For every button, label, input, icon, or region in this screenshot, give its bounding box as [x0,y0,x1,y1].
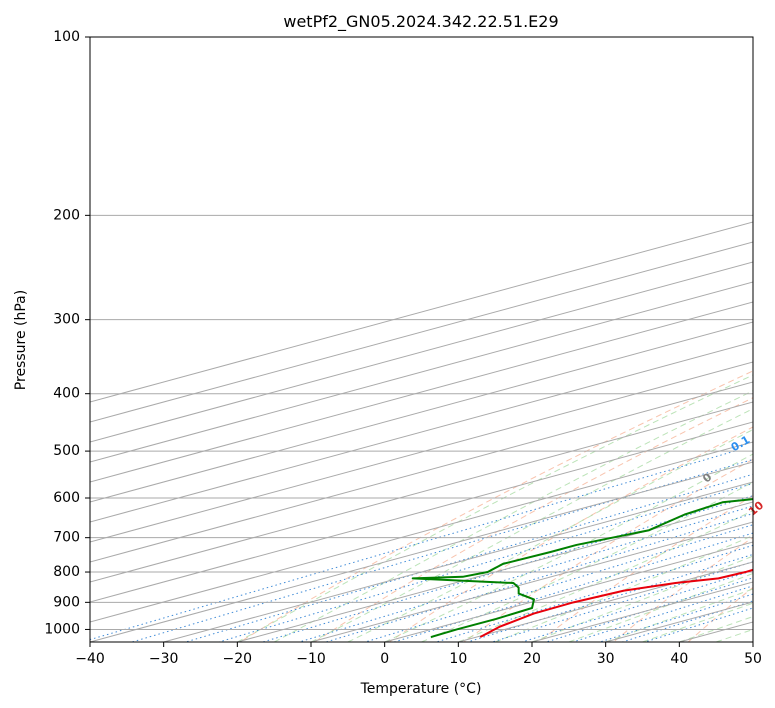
chart-title: wetPf2_GN05.2024.342.22.51.E29 [283,12,558,32]
x-tick-label: 20 [523,651,541,667]
isotherm [90,281,753,463]
mixing-ratio-line [394,532,753,642]
x-tick-label: 50 [744,651,762,667]
moist-adiabat [384,453,753,642]
x-tick-label: −20 [223,651,253,667]
isotherm [90,301,753,483]
axes: −40 −30 −20 −10 0 10 20 30 40 50 100 200 300 400 500 60… [44,29,762,667]
isotherm [90,221,753,403]
isotherm [310,521,753,642]
isotherm [90,381,753,563]
y-tick-label: 500 [53,443,80,459]
x-tick-label: 0 [380,651,389,667]
isotherm [90,261,753,443]
temperature-line [479,568,753,638]
x-tick-label: 30 [597,651,615,667]
isotherm [90,361,753,543]
dry-adiabat [314,397,753,642]
plot-frame [89,36,754,643]
moist-adiabat [273,390,753,642]
y-tick-label: 600 [53,490,80,506]
isotherm [90,461,753,642]
x-tick-label: −40 [75,651,105,667]
mixing-ratio-line [185,473,753,642]
x-tick-label: −10 [296,651,326,667]
x-tick-label: −30 [149,651,179,667]
isotherm [90,441,753,623]
moist-adiabat [237,374,753,642]
x-tick-label: 40 [670,651,688,667]
isotherm [90,241,753,423]
y-tick-label: 300 [53,312,80,328]
mixing-ratio-line [90,450,735,641]
moist-adiabat [494,534,753,642]
y-axis-label: Pressure (hPa) [13,290,29,390]
profile-lines [411,498,753,639]
mixing-ratio-line [299,505,753,642]
moist-adiabat [421,481,753,642]
y-tick-label: 1000 [44,621,80,637]
moist-adiabat [605,588,753,642]
isotherm [163,481,753,642]
background-lines [90,37,753,642]
y-tick-label: 200 [53,207,80,223]
mixing-ratio-line [131,458,753,642]
y-tick-label: 900 [53,594,80,610]
dry-adiabat [463,458,753,642]
moist-adiabat [347,428,753,642]
dewpoint-line [411,498,753,639]
mixing-ratio-line [644,607,753,642]
isotherm [237,501,753,642]
y-tick-label: 800 [53,564,80,580]
mixing-ratio-line [599,593,753,642]
isotherm [90,421,753,603]
moist-adiabat [568,572,753,642]
isotherm [90,401,753,583]
y-tick-label: 400 [53,386,80,402]
y-tick-label: 100 [53,29,80,45]
x-axis-label: Temperature (°C) [360,681,482,697]
mixing-ratio-line [521,570,753,642]
isotherm [90,321,753,503]
y-tick-label: 700 [53,530,80,546]
x-tick-label: 10 [449,651,467,667]
